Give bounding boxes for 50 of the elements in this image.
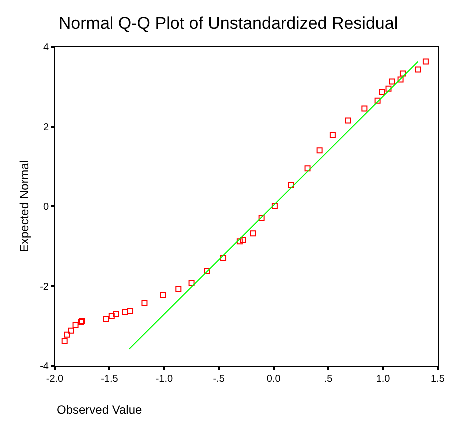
y-tick-label: 2 bbox=[43, 122, 50, 134]
y-tick-label: 4 bbox=[43, 42, 50, 54]
point bbox=[304, 166, 311, 172]
point bbox=[386, 86, 392, 92]
point bbox=[240, 237, 246, 244]
x-tick-label: -2.0 bbox=[46, 374, 64, 385]
point bbox=[64, 332, 70, 338]
point bbox=[220, 255, 227, 262]
point bbox=[122, 309, 128, 316]
point bbox=[128, 308, 134, 314]
x-tick-label: -.5 bbox=[213, 374, 226, 385]
point bbox=[188, 280, 195, 286]
point bbox=[362, 106, 368, 112]
x-tick-label: -1.5 bbox=[101, 374, 119, 385]
point bbox=[176, 286, 182, 292]
point bbox=[415, 66, 422, 73]
point bbox=[258, 215, 265, 222]
point bbox=[250, 230, 256, 237]
point bbox=[103, 316, 110, 322]
point bbox=[108, 313, 115, 320]
point bbox=[160, 292, 166, 298]
x-tick-label: 1.5 bbox=[431, 374, 446, 385]
point bbox=[68, 328, 74, 334]
point bbox=[422, 58, 429, 65]
x-axis-title: Observed Value bbox=[57, 403, 142, 417]
point bbox=[330, 132, 336, 139]
y-tick-label: 0 bbox=[43, 202, 50, 213]
point bbox=[113, 311, 120, 318]
point bbox=[72, 322, 79, 328]
point bbox=[374, 98, 381, 104]
point bbox=[142, 300, 148, 306]
x-tick-label: 1.0 bbox=[376, 374, 391, 385]
point bbox=[345, 118, 352, 124]
point bbox=[62, 338, 68, 344]
x-tick-label: -1.0 bbox=[156, 374, 174, 385]
point bbox=[379, 89, 386, 96]
x-tick-label: 0.0 bbox=[266, 374, 282, 385]
y-tick-label: -2 bbox=[40, 282, 50, 293]
point bbox=[400, 70, 406, 77]
point bbox=[316, 148, 323, 154]
point bbox=[204, 268, 210, 274]
point bbox=[272, 204, 278, 210]
point bbox=[398, 76, 404, 83]
x-tick-label: .5 bbox=[324, 374, 334, 385]
chart-title: Normal Q-Q Plot of Unstandardized Residual bbox=[58, 14, 398, 33]
point bbox=[236, 238, 243, 245]
y-axis-title: Expected Normal bbox=[17, 160, 32, 253]
point bbox=[389, 78, 396, 85]
point bbox=[288, 182, 294, 188]
y-tick-label: -4 bbox=[40, 362, 50, 372]
